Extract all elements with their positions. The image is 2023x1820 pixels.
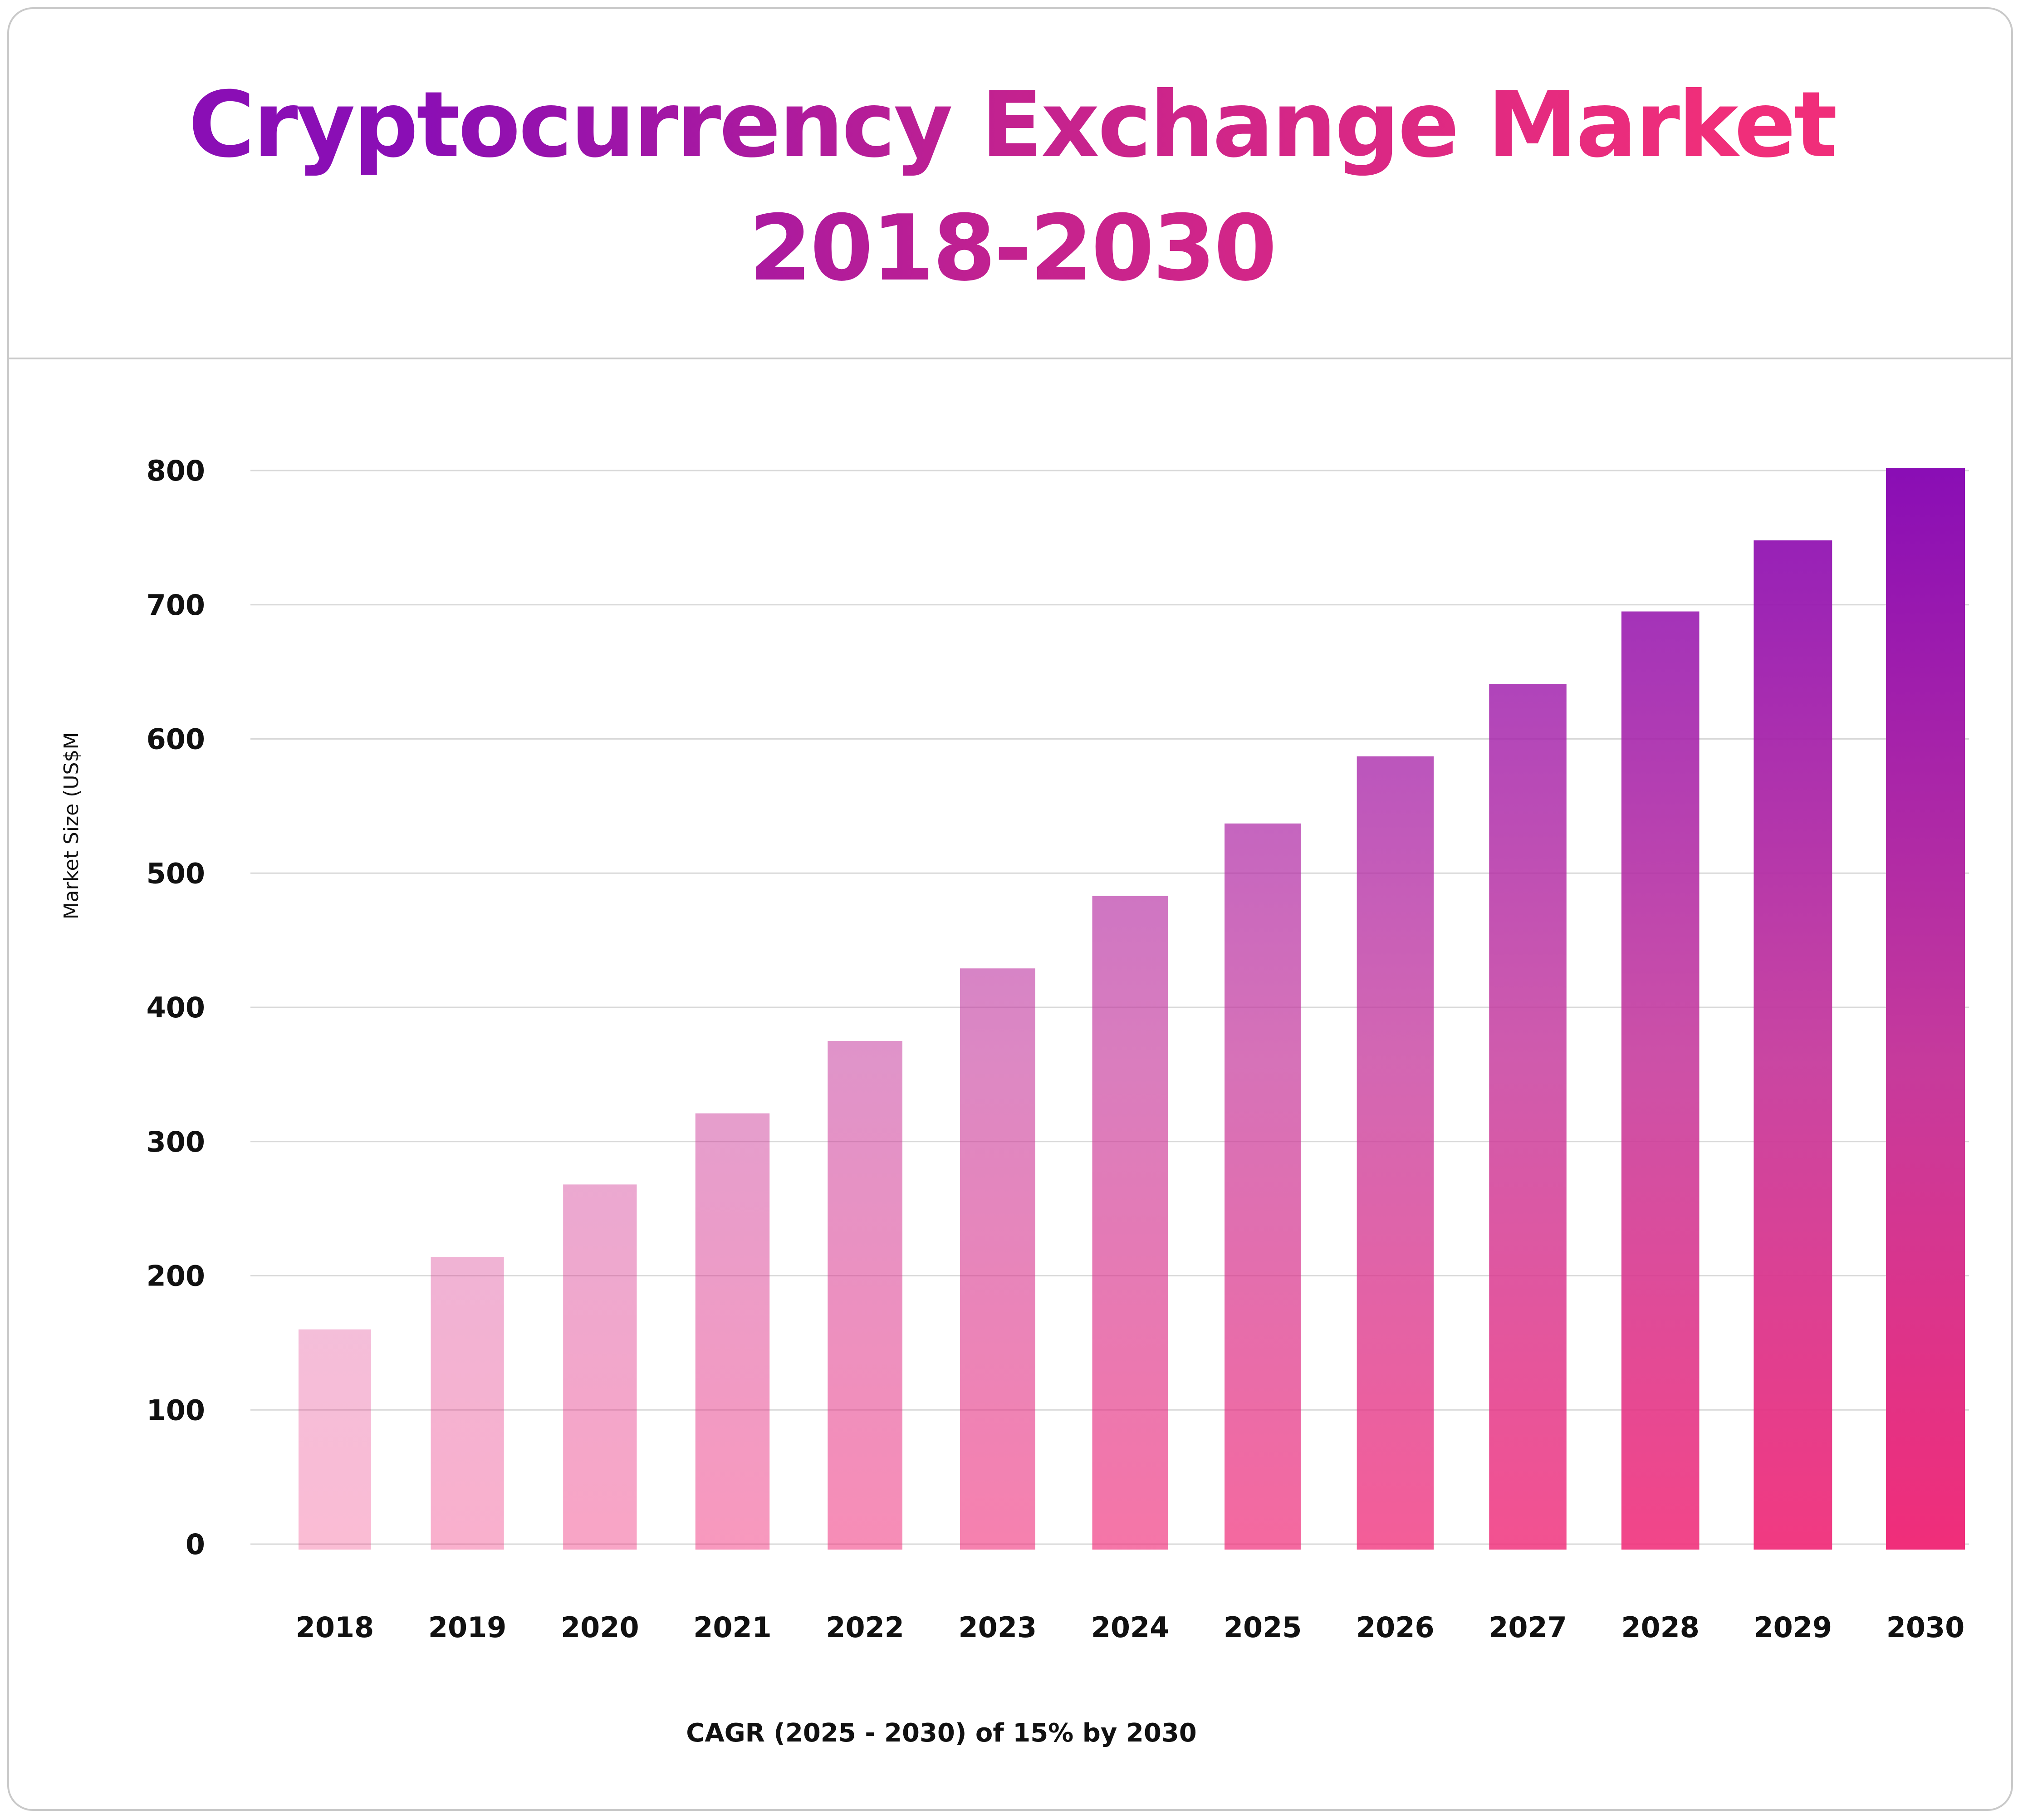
bar-2030 bbox=[1886, 468, 1965, 1550]
bar-2028 bbox=[1621, 611, 1700, 1550]
x-tick-label: 2023 bbox=[959, 1611, 1037, 1644]
y-tick-label: 600 bbox=[147, 723, 205, 756]
x-tick-label: 2019 bbox=[428, 1611, 507, 1644]
x-tick-label: 2021 bbox=[693, 1611, 772, 1644]
y-axis-ticks: 0 100 200 300 400 500 600 700 800 bbox=[147, 454, 205, 1561]
bar-2018 bbox=[299, 1329, 371, 1550]
y-axis-title: Market Size (US$M bbox=[60, 732, 83, 920]
bar-2020 bbox=[563, 1184, 637, 1550]
bar-2019 bbox=[431, 1257, 504, 1550]
y-tick-label: 500 bbox=[147, 857, 205, 890]
y-tick-label: 400 bbox=[147, 991, 205, 1024]
y-tick-label: 100 bbox=[147, 1393, 205, 1427]
x-tick-label: 2025 bbox=[1224, 1611, 1302, 1644]
bar-2024 bbox=[1092, 896, 1168, 1550]
bar-2021 bbox=[695, 1113, 770, 1550]
x-axis-ticks: 2018 2019 2020 2021 2022 2023 2024 2025 2026 2027… bbox=[296, 1611, 1965, 1644]
bar-2025 bbox=[1225, 823, 1301, 1550]
x-tick-label: 2018 bbox=[296, 1611, 374, 1644]
y-tick-label: 300 bbox=[147, 1125, 205, 1158]
bar-2029 bbox=[1754, 540, 1832, 1550]
y-tick-label: 200 bbox=[147, 1260, 205, 1293]
x-tick-label: 2029 bbox=[1754, 1611, 1832, 1644]
x-tick-label: 2030 bbox=[1886, 1611, 1965, 1644]
bar-2027 bbox=[1489, 684, 1567, 1550]
x-tick-label: 2024 bbox=[1091, 1611, 1170, 1644]
bar-2026 bbox=[1357, 756, 1434, 1550]
y-tick-label: 800 bbox=[147, 454, 205, 487]
bar-2023 bbox=[960, 968, 1035, 1550]
x-tick-label: 2020 bbox=[561, 1611, 639, 1644]
x-tick-label: 2022 bbox=[826, 1611, 904, 1644]
x-tick-label: 2026 bbox=[1356, 1611, 1435, 1644]
title-divider bbox=[9, 358, 2011, 359]
bar-2022 bbox=[828, 1040, 902, 1550]
y-tick-label: 0 bbox=[186, 1528, 205, 1561]
bars bbox=[299, 468, 1965, 1550]
x-tick-label: 2028 bbox=[1621, 1611, 1700, 1644]
x-tick-label: 2027 bbox=[1489, 1611, 1567, 1644]
cagr-footnote: CAGR (2025 - 2030) of 15% by 2030 bbox=[686, 1718, 1196, 1748]
y-tick-label: 700 bbox=[147, 589, 205, 622]
